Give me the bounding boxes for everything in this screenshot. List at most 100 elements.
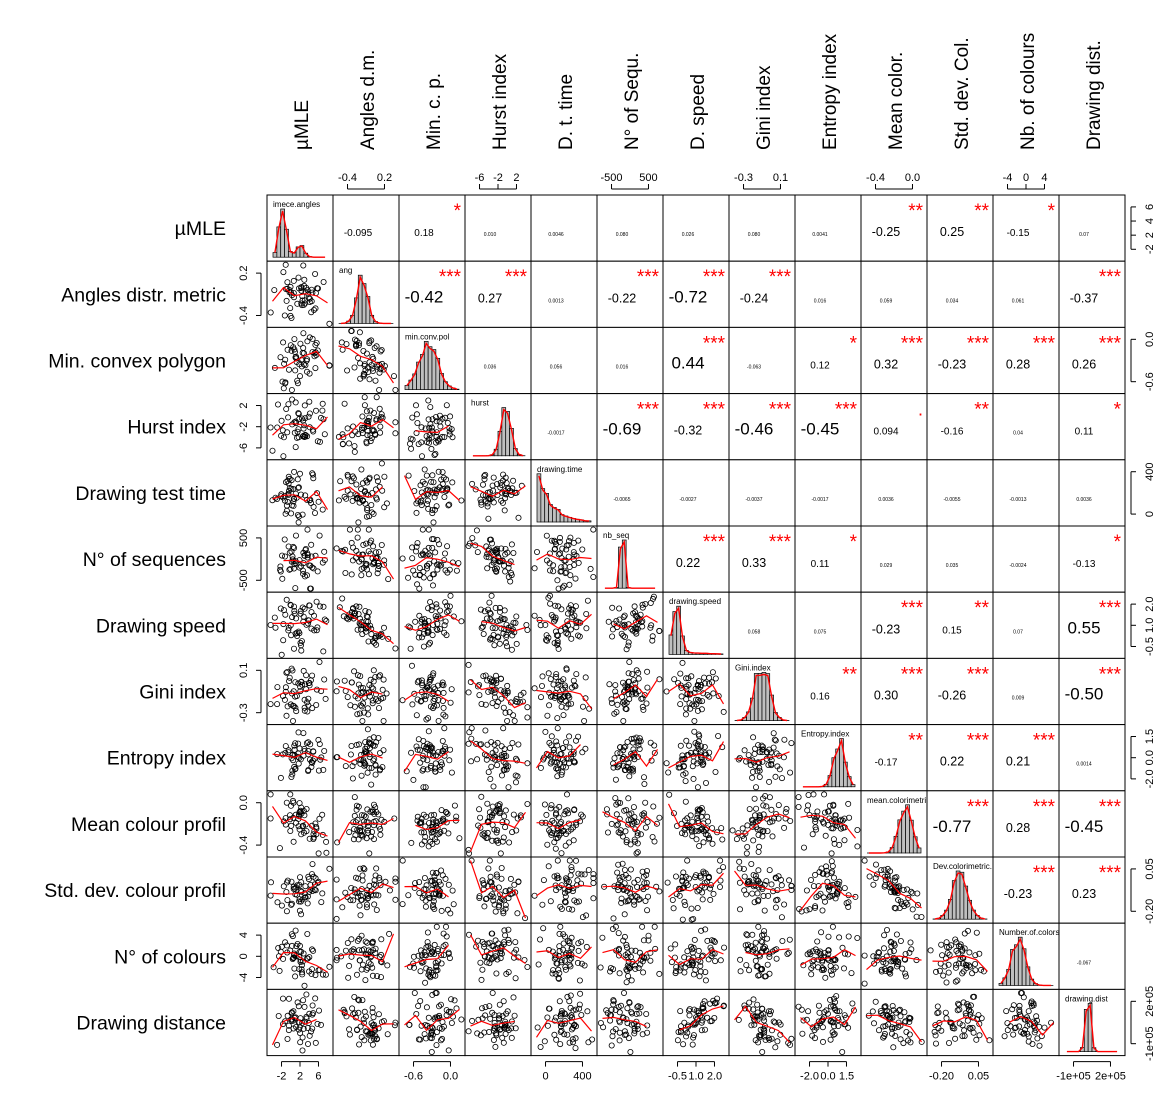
scatter-point	[623, 807, 630, 814]
scatter-point	[668, 959, 675, 966]
scatter-point	[786, 936, 793, 943]
scatter-point	[418, 616, 425, 623]
scatter-point	[351, 443, 358, 450]
significance-stars: ***	[901, 664, 924, 685]
scatter-point	[736, 858, 743, 865]
scatter-point	[426, 677, 433, 684]
scatter-point	[707, 944, 714, 951]
scatter-point	[943, 955, 950, 962]
scatter-point	[895, 958, 902, 965]
scatter-point	[508, 646, 515, 653]
scatter-point	[513, 613, 520, 620]
panel-frame	[992, 260, 1060, 328]
scatter-point	[696, 733, 703, 740]
scatter-point	[292, 532, 299, 539]
scatter-point	[819, 965, 826, 972]
column-header: D. t. time	[556, 74, 577, 150]
panel-6-5	[596, 591, 664, 659]
scatter-point	[486, 536, 493, 543]
scatter-point	[378, 630, 385, 637]
scatter-point	[290, 885, 297, 892]
tick-label: 400	[1144, 463, 1156, 481]
scatter-point	[698, 826, 705, 833]
scatter-point	[694, 814, 701, 821]
panel-3-1	[332, 393, 400, 461]
scatter-point	[665, 769, 672, 776]
scatter-point	[619, 860, 626, 867]
histogram-bar	[540, 488, 546, 523]
scatter-point	[759, 1005, 766, 1012]
scatter-point	[788, 1035, 795, 1042]
scatter-point	[496, 1012, 503, 1019]
scatter-point	[693, 696, 700, 703]
scatter-point	[656, 628, 663, 635]
scatter-point	[767, 1008, 774, 1015]
scatter-point	[306, 602, 313, 609]
scatter-point	[333, 545, 340, 552]
scatter-point	[634, 1022, 641, 1029]
scatter-point	[829, 923, 836, 930]
scatter-point	[443, 609, 450, 616]
scatter-point	[562, 570, 569, 577]
scatter-point	[808, 971, 815, 978]
scatter-point	[364, 806, 371, 813]
scatter-point	[296, 898, 303, 905]
scatter-point	[822, 898, 829, 905]
correlation-value: 0.061	[1012, 298, 1025, 304]
scatter-point	[313, 702, 320, 709]
scatter-point	[625, 642, 632, 649]
scatter-point	[570, 677, 577, 684]
scatter-point	[940, 972, 947, 979]
scatter-point	[749, 931, 756, 938]
scatter-point	[513, 640, 520, 647]
scatter-point	[545, 634, 552, 641]
scatter-point	[356, 558, 363, 565]
scatter-point	[883, 953, 890, 960]
scatter-point	[490, 810, 497, 817]
scatter-point	[491, 885, 498, 892]
scatter-point	[643, 954, 650, 961]
scatter-point	[628, 947, 635, 954]
scatter-point	[436, 1025, 443, 1032]
scatter-point	[416, 571, 423, 578]
scatter-point	[486, 878, 493, 885]
scatter-point	[561, 811, 568, 818]
scatter-point	[571, 612, 578, 619]
scatter-point	[673, 968, 680, 975]
scatter-point	[425, 436, 432, 443]
scatter-point	[687, 705, 694, 712]
scatter-point	[453, 567, 460, 574]
scatter-point	[319, 506, 326, 513]
scatter-point	[296, 907, 303, 914]
scatter-point	[503, 766, 510, 773]
scatter-point	[568, 1026, 575, 1033]
smoother-line	[613, 678, 659, 700]
scatter-point	[431, 941, 438, 948]
scatter-point	[432, 760, 439, 767]
scatter-point	[643, 872, 650, 879]
scatter-point	[296, 564, 303, 571]
scatter-point	[828, 817, 835, 824]
scatter-point	[314, 285, 321, 292]
scatter-point	[553, 738, 560, 745]
scatter-point	[298, 284, 305, 291]
scatter-point	[621, 880, 628, 887]
scatter-point	[288, 755, 295, 762]
scatter-point	[469, 480, 476, 487]
significance-stars: ***	[769, 400, 792, 421]
scatter-point	[306, 1032, 313, 1039]
scatter-point	[558, 703, 565, 710]
scatter-point	[289, 553, 296, 560]
scatter-point	[439, 480, 446, 487]
scatter-point	[482, 1004, 489, 1011]
scatter-point	[481, 941, 488, 948]
scatter-point	[368, 509, 375, 516]
scatter-point	[514, 757, 521, 764]
correlation-value: -0.0065	[614, 497, 631, 503]
scatter-point	[429, 472, 436, 479]
scatter-point	[523, 622, 530, 629]
scatter-point	[552, 545, 559, 552]
scatter-point	[746, 806, 753, 813]
scatter-point	[512, 939, 519, 946]
scatter-point	[358, 485, 365, 492]
